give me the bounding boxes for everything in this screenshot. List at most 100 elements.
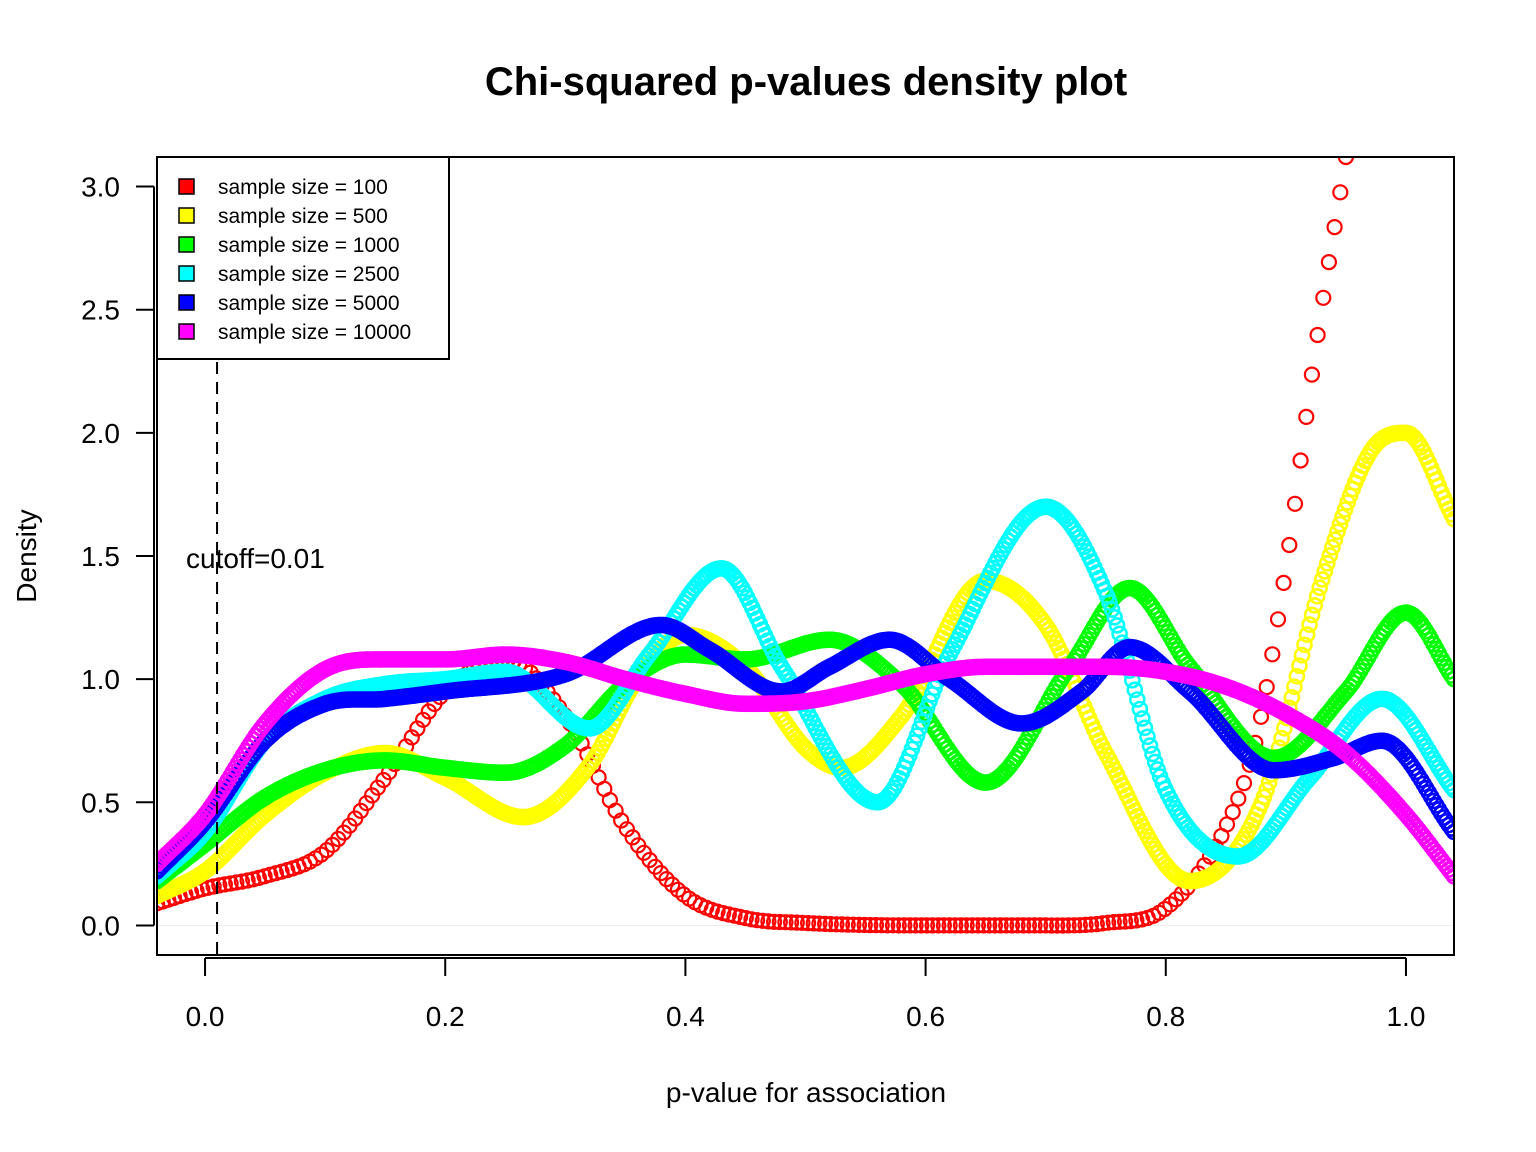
data-point: [1308, 587, 1326, 605]
data-point: [1320, 254, 1338, 271]
data-point: [930, 917, 947, 934]
data-point: [1443, 778, 1454, 795]
data-point: [1291, 657, 1308, 675]
data-point: [1094, 915, 1111, 932]
data-point: [975, 917, 992, 934]
data-point: [1303, 366, 1321, 383]
x-tick-label: 0.8: [1146, 1001, 1185, 1032]
data-point: [1314, 571, 1331, 588]
data-point: [1224, 803, 1241, 821]
legend-item: sample size = 10000: [178, 321, 411, 344]
y-tick-label: 0.0: [81, 910, 120, 941]
legend-item: sample size = 5000: [178, 292, 400, 315]
data-marks: [157, 157, 1454, 934]
y-tick-label: 2.5: [81, 295, 120, 326]
legend-swatch: [178, 207, 195, 224]
data-point: [1264, 646, 1281, 663]
data-point: [1440, 816, 1454, 834]
data-point: [992, 917, 1009, 934]
y-tick-label: 3.0: [81, 172, 120, 203]
data-point: [1026, 917, 1043, 934]
data-point: [765, 913, 783, 930]
x-tick-label: 0.4: [666, 1001, 705, 1032]
legend-swatch: [178, 236, 195, 253]
data-point: [1111, 913, 1128, 930]
series-1: [157, 157, 1354, 934]
x-axis-label: p-value for association: [666, 1077, 946, 1108]
data-point: [1049, 917, 1066, 934]
legend-label: sample size = 5000: [218, 292, 400, 315]
data-point: [771, 913, 788, 931]
data-point: [1286, 678, 1303, 696]
data-point: [1281, 536, 1298, 554]
data-point: [1293, 646, 1311, 664]
data-point: [233, 873, 250, 890]
data-point: [981, 917, 998, 934]
data-point: [884, 917, 902, 934]
legend-item: sample size = 2500: [178, 263, 400, 286]
y-tick-label: 1.5: [81, 541, 120, 572]
data-point: [1337, 157, 1354, 166]
y-tick-label: 0.5: [81, 787, 120, 818]
data-point: [205, 878, 222, 895]
data-point: [777, 914, 794, 931]
data-point: [1443, 667, 1454, 684]
data-point: [720, 906, 737, 923]
data-point: [1336, 501, 1354, 518]
data-point: [1077, 916, 1094, 934]
data-point: [1111, 625, 1128, 643]
data-point: [1306, 597, 1323, 614]
data-point: [782, 914, 800, 931]
data-point: [1146, 753, 1164, 771]
data-point: [1131, 700, 1149, 718]
data-point: [1283, 689, 1301, 706]
data-point: [1445, 670, 1454, 688]
data-point: [731, 908, 749, 926]
data-point: [1445, 781, 1454, 799]
data-point: [1082, 916, 1100, 933]
data-point: [1136, 719, 1154, 737]
data-point: [1298, 408, 1315, 425]
y-tick-label: 2.0: [81, 418, 120, 449]
x-axis: 0.0 0.2 0.4 0.6 0.8 1.0: [186, 957, 1425, 1032]
legend-item: sample size = 1000: [178, 234, 400, 257]
data-point: [1101, 594, 1118, 611]
y-tick-label: 1.0: [81, 664, 120, 695]
data-point: [1286, 495, 1304, 512]
data-point: [952, 917, 970, 934]
data-point: [907, 917, 924, 934]
legend-box: [156, 156, 450, 360]
data-point: [754, 912, 771, 929]
legend-label: sample size = 1000: [218, 234, 400, 257]
data-point: [1298, 626, 1316, 643]
data-point: [913, 917, 930, 934]
data-point: [811, 915, 828, 932]
data-point: [816, 915, 834, 933]
data-point: [1126, 681, 1144, 699]
data-point: [1269, 611, 1287, 628]
legend-label: sample size = 500: [218, 205, 388, 228]
data-point: [1275, 574, 1292, 592]
data-point: [998, 917, 1015, 934]
legend-swatch: [178, 265, 195, 282]
legend-label: sample size = 2500: [218, 263, 400, 286]
data-point: [1445, 510, 1454, 528]
data-point: [1099, 914, 1117, 931]
data-point: [1141, 737, 1159, 754]
legend-label: sample size = 100: [218, 176, 388, 199]
data-point: [986, 917, 1004, 934]
data-point: [839, 916, 856, 933]
data-point: [1309, 326, 1326, 344]
data-point: [1296, 636, 1313, 654]
data-point: [1440, 663, 1454, 680]
legend-label: sample size = 10000: [218, 321, 411, 344]
data-point: [1443, 506, 1454, 523]
cutoff-annotation: cutoff=0.01: [186, 543, 325, 574]
data-point: [794, 914, 811, 931]
data-point: [1319, 554, 1336, 572]
data-point: [867, 916, 885, 934]
data-point: [403, 729, 420, 746]
data-point: [1139, 728, 1156, 746]
data-point: [958, 917, 975, 934]
data-point: [896, 917, 913, 934]
